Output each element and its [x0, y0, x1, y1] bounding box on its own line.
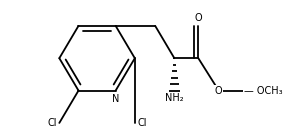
Text: Cl: Cl [137, 118, 147, 128]
Text: O: O [194, 14, 202, 23]
Text: N: N [112, 94, 119, 104]
Text: Cl: Cl [47, 118, 57, 128]
Text: NH₂: NH₂ [165, 93, 184, 103]
Text: — OCH₃: — OCH₃ [244, 86, 282, 96]
Text: O: O [215, 86, 223, 96]
